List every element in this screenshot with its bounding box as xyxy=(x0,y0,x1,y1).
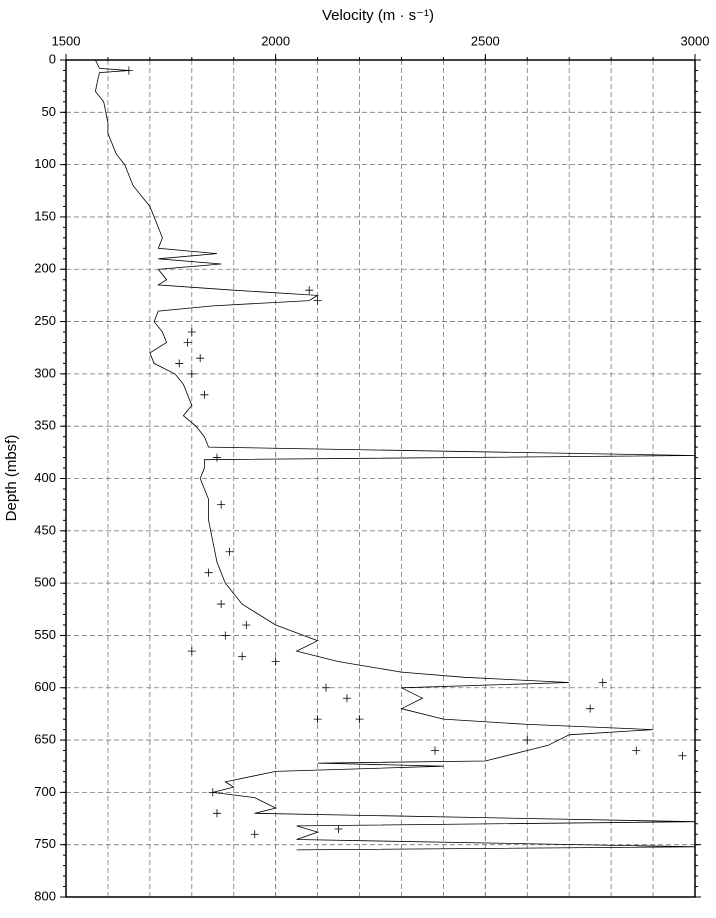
plus-marker xyxy=(187,369,196,378)
plus-marker xyxy=(586,704,595,713)
y-axis-label: Depth (mbsf) xyxy=(3,435,20,522)
velocity-log xyxy=(94,59,696,851)
plus-marker xyxy=(212,809,221,818)
plus-marker xyxy=(242,620,251,629)
y-tick-label: 50 xyxy=(42,104,56,119)
y-tick-label: 550 xyxy=(34,627,56,642)
y-tick-label: 800 xyxy=(34,888,56,903)
plus-marker xyxy=(124,66,133,75)
plus-marker xyxy=(313,296,322,305)
plus-marker xyxy=(200,390,209,399)
plus-marker xyxy=(271,657,280,666)
plot-frame xyxy=(65,59,696,898)
y-tick-label: 650 xyxy=(34,732,56,747)
y-tick-label: 600 xyxy=(34,679,56,694)
y-tick-label: 250 xyxy=(34,313,56,328)
plus-marker xyxy=(321,683,330,692)
plus-marker xyxy=(342,694,351,703)
y-tick-label: 450 xyxy=(34,522,56,537)
plus-marker xyxy=(305,286,314,295)
plus-marker xyxy=(523,736,532,745)
plus-marker xyxy=(334,824,343,833)
plus-marker xyxy=(678,751,687,760)
x-tick-label: 2500 xyxy=(471,33,500,48)
plus-marker xyxy=(217,600,226,609)
x-tick-label: 1500 xyxy=(52,33,81,48)
y-tick-label: 150 xyxy=(34,208,56,223)
y-tick-label: 0 xyxy=(49,51,56,66)
plus-marker xyxy=(313,715,322,724)
plus-marker xyxy=(187,647,196,656)
y-tick-label: 350 xyxy=(34,418,56,433)
y-tick-label: 750 xyxy=(34,836,56,851)
plus-marker xyxy=(598,678,607,687)
y-tick-label: 400 xyxy=(34,470,56,485)
y-tick-label: 200 xyxy=(34,261,56,276)
plus-marker xyxy=(632,746,641,755)
plus-marker xyxy=(183,338,192,347)
plus-marker xyxy=(225,547,234,556)
plus-marker xyxy=(204,568,213,577)
plus-marker xyxy=(187,328,196,337)
plus-marker xyxy=(250,830,259,839)
plus-marker xyxy=(212,453,221,462)
plus-marker xyxy=(196,354,205,363)
y-tick-label: 700 xyxy=(34,784,56,799)
x-tick-label: 3000 xyxy=(681,33,710,48)
plus-marker xyxy=(431,746,440,755)
x-tick-label: 2000 xyxy=(261,33,290,48)
plus-marker xyxy=(208,788,217,797)
plus-marker xyxy=(217,500,226,509)
y-tick-label: 500 xyxy=(34,575,56,590)
y-tick-label: 100 xyxy=(34,156,56,171)
x-axis-label: Velocity (m · s⁻¹) xyxy=(322,7,434,24)
plus-marker xyxy=(221,631,230,640)
plus-marker xyxy=(238,652,247,661)
plus-marker xyxy=(355,715,364,724)
y-tick-label: 300 xyxy=(34,365,56,380)
plus-marker xyxy=(175,359,184,368)
